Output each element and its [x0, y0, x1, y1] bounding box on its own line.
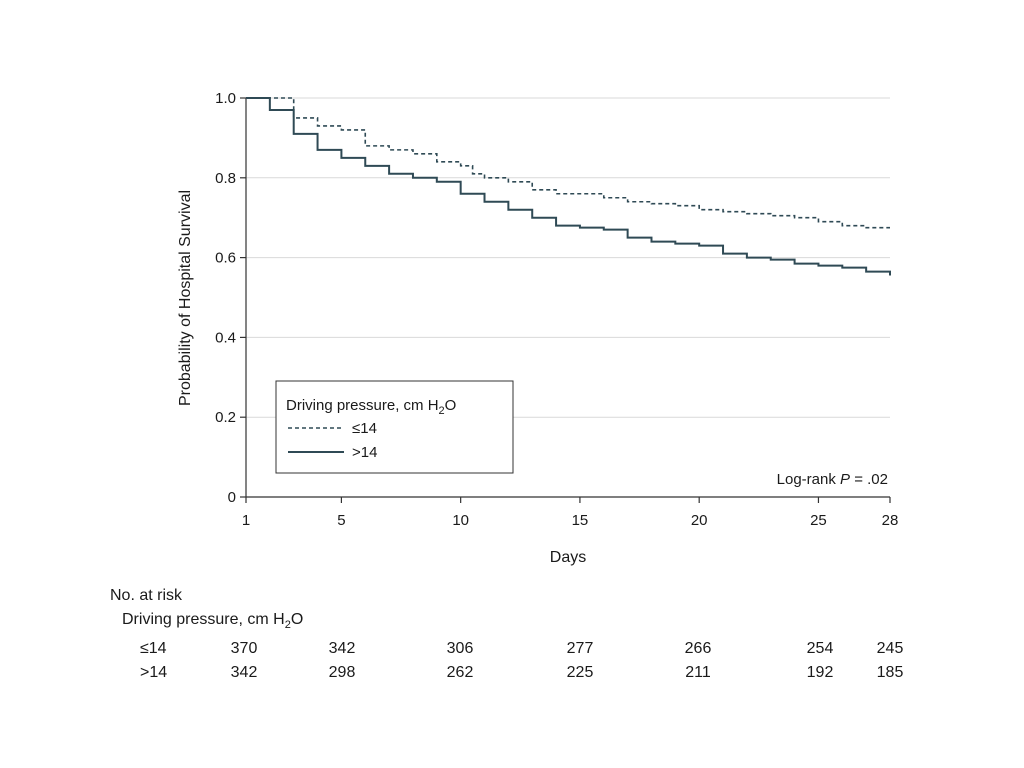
- x-tick-label-3: 15: [572, 512, 589, 529]
- risk-value-1-1: 298: [329, 664, 356, 681]
- risk-value-1-5: 192: [807, 664, 834, 681]
- x-tick-label-1: 5: [337, 512, 345, 529]
- y-axis-label: Probability of Hospital Survival: [177, 190, 194, 406]
- legend-title: Driving pressure, cm H2O: [286, 397, 456, 417]
- y-tick-label-1: 0.2: [215, 409, 236, 426]
- log-rank-annotation: Log-rank P = .02: [777, 471, 888, 488]
- risk-table-subtitle: Driving pressure, cm H2O: [122, 611, 303, 631]
- risk-value-1-6: 185: [877, 664, 904, 681]
- x-tick-label-6: 28: [882, 512, 899, 529]
- series-line-gt14: [246, 97, 891, 276]
- x-tick-label-2: 10: [452, 512, 469, 529]
- risk-value-0-3: 277: [567, 640, 594, 657]
- legend-box: [275, 380, 514, 474]
- risk-value-1-0: 342: [231, 664, 258, 681]
- grid-lines: [246, 97, 890, 418]
- y-tick-label-3: 0.6: [215, 250, 236, 267]
- risk-value-0-4: 266: [685, 640, 712, 657]
- legend: Driving pressure, cm H2O ≤14 >14: [275, 380, 514, 474]
- risk-value-1-2: 262: [447, 664, 474, 681]
- risk-row-label-0: ≤14: [140, 640, 167, 657]
- risk-value-1-4: 211: [685, 664, 711, 681]
- risk-value-0-2: 306: [447, 640, 474, 657]
- risk-table: No. at risk Driving pressure, cm H2O ≤14…: [110, 587, 903, 681]
- x-tick-label-0: 1: [242, 512, 250, 529]
- y-tick-label-2: 0.4: [215, 329, 236, 346]
- y-tick-label-4: 0.8: [215, 170, 236, 187]
- risk-table-title: No. at risk: [110, 587, 183, 604]
- legend-label-le14: ≤14: [352, 420, 377, 437]
- x-tick-label-5: 25: [810, 512, 827, 529]
- series-group: [246, 97, 891, 276]
- risk-row-label-1: >14: [140, 664, 167, 681]
- risk-value-0-1: 342: [329, 640, 356, 657]
- y-tick-label-5: 1.0: [215, 90, 236, 107]
- risk-rows: ≤14 370 342 306 277 266 254 245 >14 342 298 262 225 2…: [140, 640, 903, 681]
- y-tick-label-0: 0: [228, 489, 236, 506]
- legend-label-gt14: >14: [352, 444, 377, 461]
- risk-value-0-0: 370: [231, 640, 258, 657]
- risk-value-0-6: 245: [877, 640, 904, 657]
- risk-value-1-3: 225: [567, 664, 594, 681]
- risk-value-0-5: 254: [807, 640, 834, 657]
- axes: 00.20.40.60.81.01 5 10 15 20 25 28: [215, 90, 898, 529]
- x-axis-label: Days: [550, 549, 586, 566]
- x-tick-label-4: 20: [691, 512, 708, 529]
- series-line-le14: [246, 97, 890, 229]
